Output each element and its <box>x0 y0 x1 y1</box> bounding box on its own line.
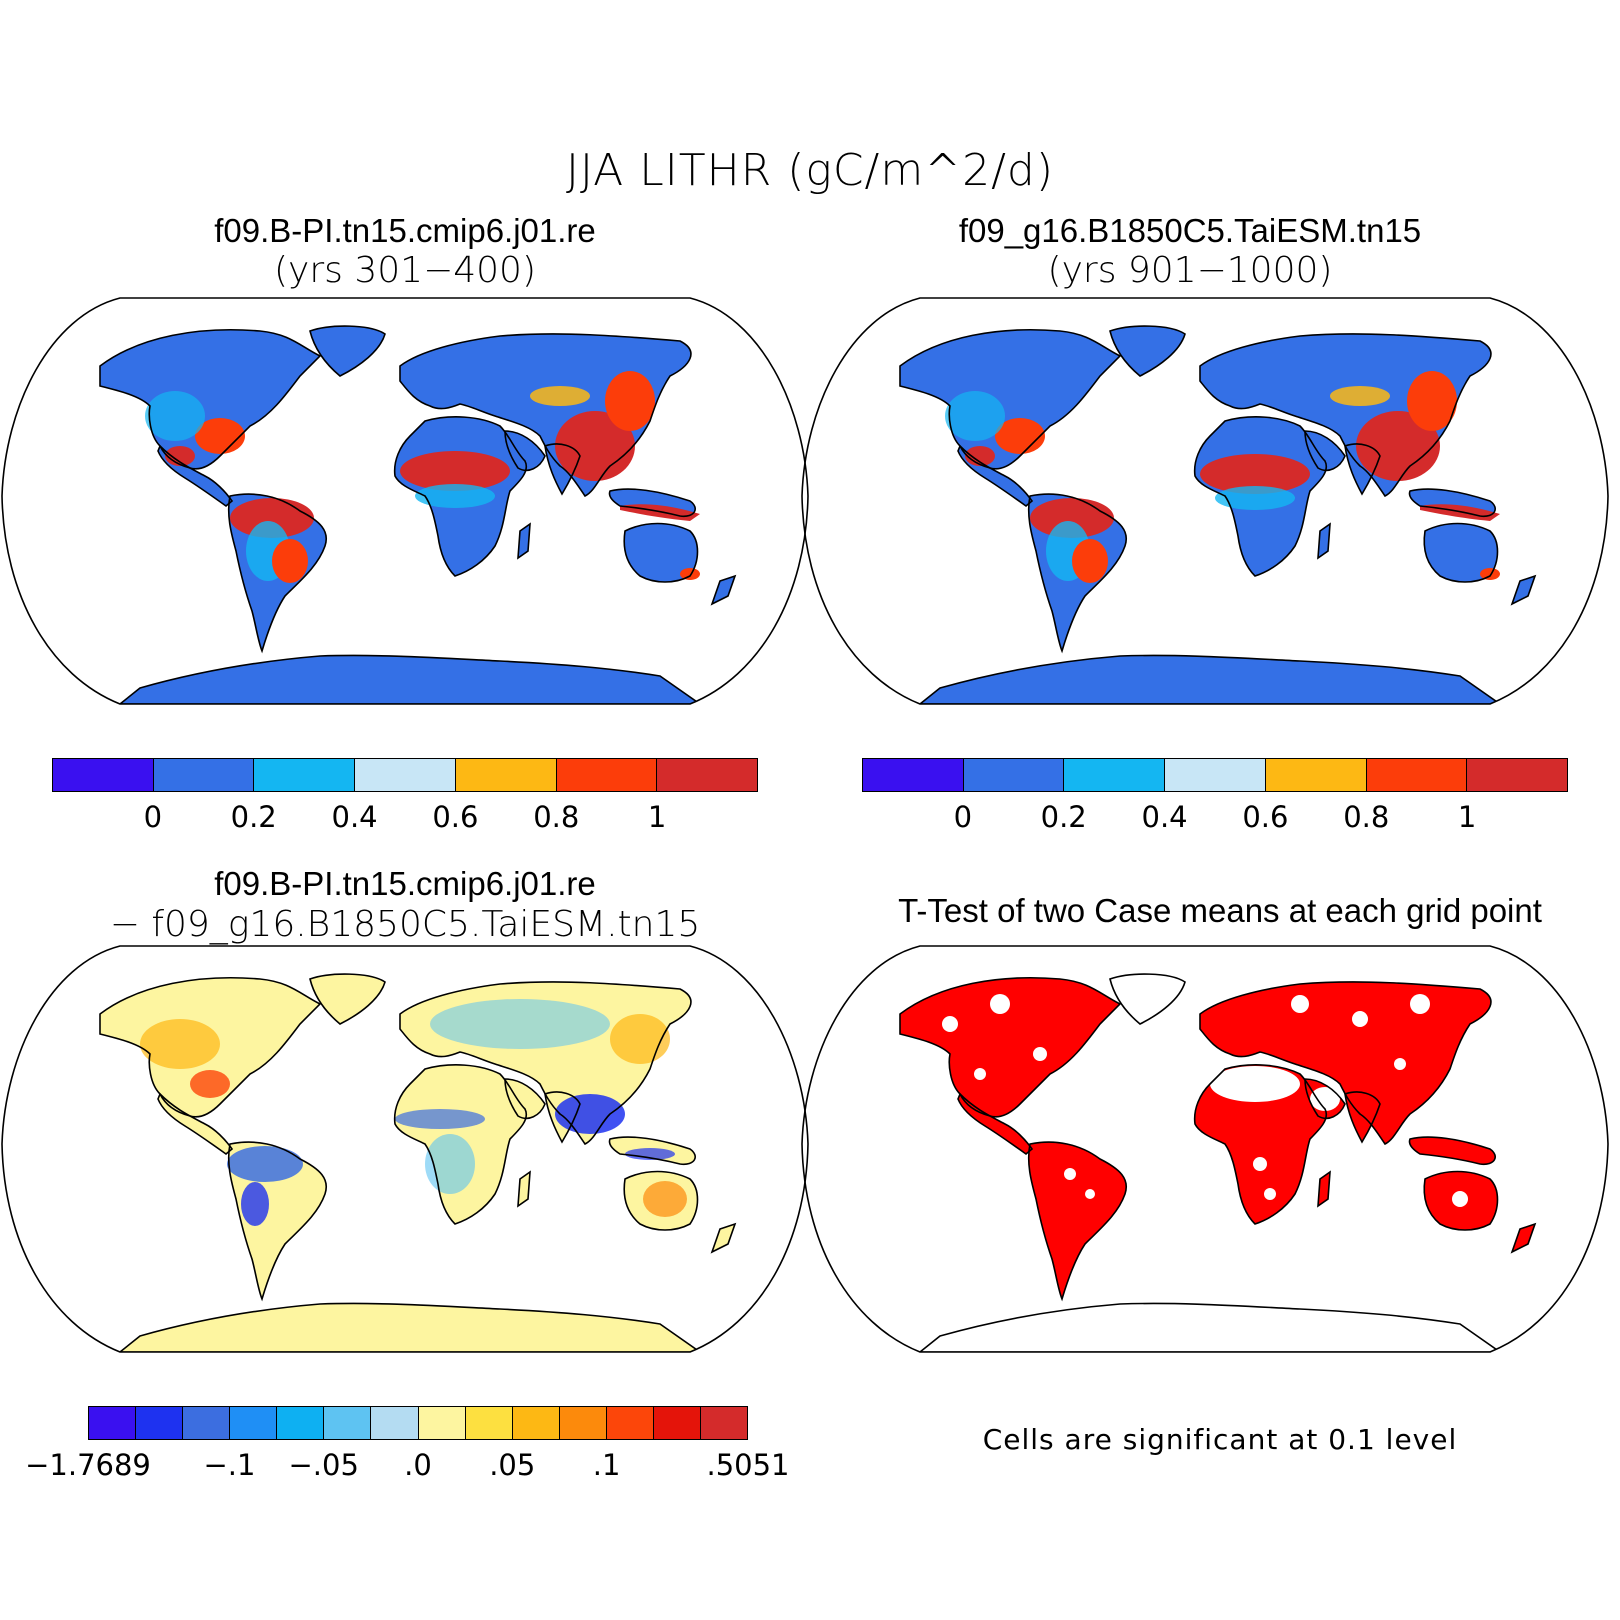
colorbar-bottom-left <box>88 1406 748 1440</box>
colorbar-tick-label: 0.8 <box>1343 800 1390 834</box>
colorbar-top-right <box>862 758 1568 792</box>
colorbar-cell <box>657 759 758 791</box>
panel-tl-years: (yrs 301−400) <box>274 250 536 291</box>
panel-bl-minus-case: − f09_g16.B1850C5.TaiESM.tn15 <box>109 904 701 945</box>
panel-tr-years: (yrs 901−1000) <box>1047 250 1333 291</box>
colorbar-cell <box>1265 759 1367 791</box>
colorbar-tick-label: .1 <box>592 1448 621 1482</box>
map-top-left <box>1 297 809 705</box>
colorbar-tick-label: 1 <box>1457 800 1477 834</box>
colorbar-cell <box>183 1407 231 1439</box>
figure-title: JJA LITHR (gC/m^2/d) <box>565 145 1055 196</box>
colorbar-tick-label: −.1 <box>203 1448 256 1482</box>
colorbar-tick-label: 0.8 <box>533 800 580 834</box>
colorbar-cell <box>1165 759 1266 791</box>
panel-bl-case-title: f09.B-PI.tn15.cmip6.j01.re <box>214 865 596 902</box>
colorbar-cell <box>230 1407 278 1439</box>
colorbar-cell <box>559 1407 607 1439</box>
colorbar-tick-label: 0.2 <box>1040 800 1087 834</box>
panel-br-title: T-Test of two Case means at each grid po… <box>898 892 1542 929</box>
colorbar-cell <box>371 1407 419 1439</box>
colorbar-cell <box>1467 759 1568 791</box>
colorbar-cell <box>418 1407 466 1439</box>
colorbar-tick-label: .0 <box>404 1448 432 1482</box>
colorbar-cell <box>455 759 557 791</box>
colorbar-cell <box>963 759 1065 791</box>
colorbar-tick-label: .05 <box>489 1448 536 1482</box>
map-bottom-left <box>1 945 809 1353</box>
colorbar-cell <box>254 759 356 791</box>
panel-tr-case-title: f09_g16.B1850C5.TaiESM.tn15 <box>958 212 1422 249</box>
panel-tl-case-title: f09.B-PI.tn15.cmip6.j01.re <box>214 212 596 249</box>
colorbar-top-left <box>52 758 758 792</box>
map-bottom-right <box>801 945 1609 1353</box>
colorbar-tick-label: −1.7689 <box>25 1448 151 1482</box>
map-top-right <box>801 297 1609 705</box>
colorbar-cell <box>556 759 658 791</box>
colorbar-cell <box>1064 759 1166 791</box>
colorbar-cell <box>355 759 456 791</box>
colorbar-top-left-ticks: 0 0.2 0.4 0.6 0.8 1 <box>52 800 758 840</box>
colorbar-cell <box>324 1407 372 1439</box>
colorbar-cell <box>606 1407 654 1439</box>
colorbar-cell <box>153 759 255 791</box>
colorbar-top-right-ticks: 0 0.2 0.4 0.6 0.8 1 <box>862 800 1568 840</box>
colorbar-tick-label: 0.6 <box>432 800 479 834</box>
colorbar-cell <box>512 1407 560 1439</box>
colorbar-cell <box>701 1407 748 1439</box>
colorbar-tick-label: 0.4 <box>1141 800 1188 834</box>
colorbar-cell <box>277 1407 325 1439</box>
colorbar-tick-label: 0.2 <box>230 800 277 834</box>
colorbar-cell <box>653 1407 702 1439</box>
panel-br-footnote: Cells are significant at 0.1 level <box>982 1423 1458 1456</box>
colorbar-cell <box>465 1407 513 1439</box>
colorbar-tick-label: 0.4 <box>331 800 378 834</box>
colorbar-tick-label: −.05 <box>288 1448 359 1482</box>
colorbar-cell <box>863 759 964 791</box>
colorbar-cell <box>136 1407 184 1439</box>
colorbar-cell <box>53 759 154 791</box>
colorbar-cell <box>89 1407 137 1439</box>
colorbar-tick-label: .5051 <box>706 1448 790 1482</box>
colorbar-cell <box>1366 759 1468 791</box>
colorbar-tick-label: 0 <box>953 800 973 834</box>
colorbar-tick-label: 0 <box>143 800 163 834</box>
colorbar-tick-label: 1 <box>647 800 667 834</box>
colorbar-tick-label: 0.6 <box>1242 800 1289 834</box>
colorbar-bottom-left-ticks: −1.7689 −.1 −.05 .0 .05 .1 .5051 <box>25 1448 789 1488</box>
